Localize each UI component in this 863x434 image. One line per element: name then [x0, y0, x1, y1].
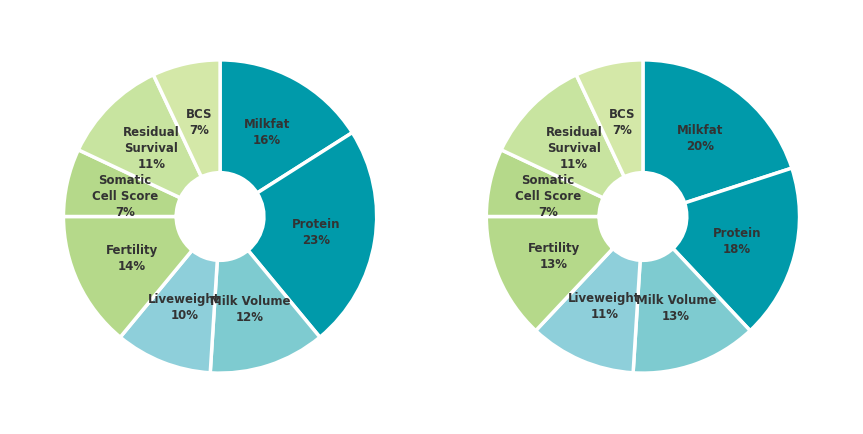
Wedge shape	[633, 249, 750, 373]
Text: Protein
18%: Protein 18%	[713, 227, 761, 256]
Wedge shape	[154, 61, 220, 178]
Text: Milkfat
20%: Milkfat 20%	[677, 124, 723, 153]
Text: Somatic
Cell Score
7%: Somatic Cell Score 7%	[515, 174, 581, 218]
Text: Fertility
13%: Fertility 13%	[527, 241, 580, 270]
Text: Liveweight
11%: Liveweight 11%	[568, 292, 640, 320]
Wedge shape	[487, 217, 613, 331]
Text: Residual
Survival
11%: Residual Survival 11%	[545, 126, 602, 171]
Wedge shape	[64, 217, 192, 337]
Wedge shape	[487, 151, 603, 217]
Text: BCS
7%: BCS 7%	[186, 108, 212, 137]
Text: BCS
7%: BCS 7%	[608, 108, 635, 137]
Circle shape	[176, 173, 264, 261]
Wedge shape	[643, 61, 792, 204]
Text: Milk Volume
12%: Milk Volume 12%	[210, 295, 290, 324]
Wedge shape	[576, 61, 643, 178]
Wedge shape	[673, 169, 799, 331]
Wedge shape	[220, 61, 352, 194]
Wedge shape	[536, 249, 640, 373]
Wedge shape	[120, 251, 217, 373]
Wedge shape	[248, 133, 376, 337]
Text: Somatic
Cell Score
7%: Somatic Cell Score 7%	[92, 174, 158, 218]
Text: Milkfat
16%: Milkfat 16%	[243, 118, 290, 146]
Text: Milk Volume
13%: Milk Volume 13%	[636, 294, 716, 323]
Text: Fertility
14%: Fertility 14%	[106, 244, 158, 273]
Wedge shape	[79, 76, 201, 198]
Wedge shape	[211, 251, 320, 373]
Wedge shape	[501, 76, 624, 198]
Text: Residual
Survival
11%: Residual Survival 11%	[123, 126, 180, 171]
Text: Protein
23%: Protein 23%	[292, 218, 340, 247]
Circle shape	[599, 173, 687, 261]
Text: Liveweight
10%: Liveweight 10%	[148, 293, 220, 322]
Wedge shape	[64, 151, 180, 217]
